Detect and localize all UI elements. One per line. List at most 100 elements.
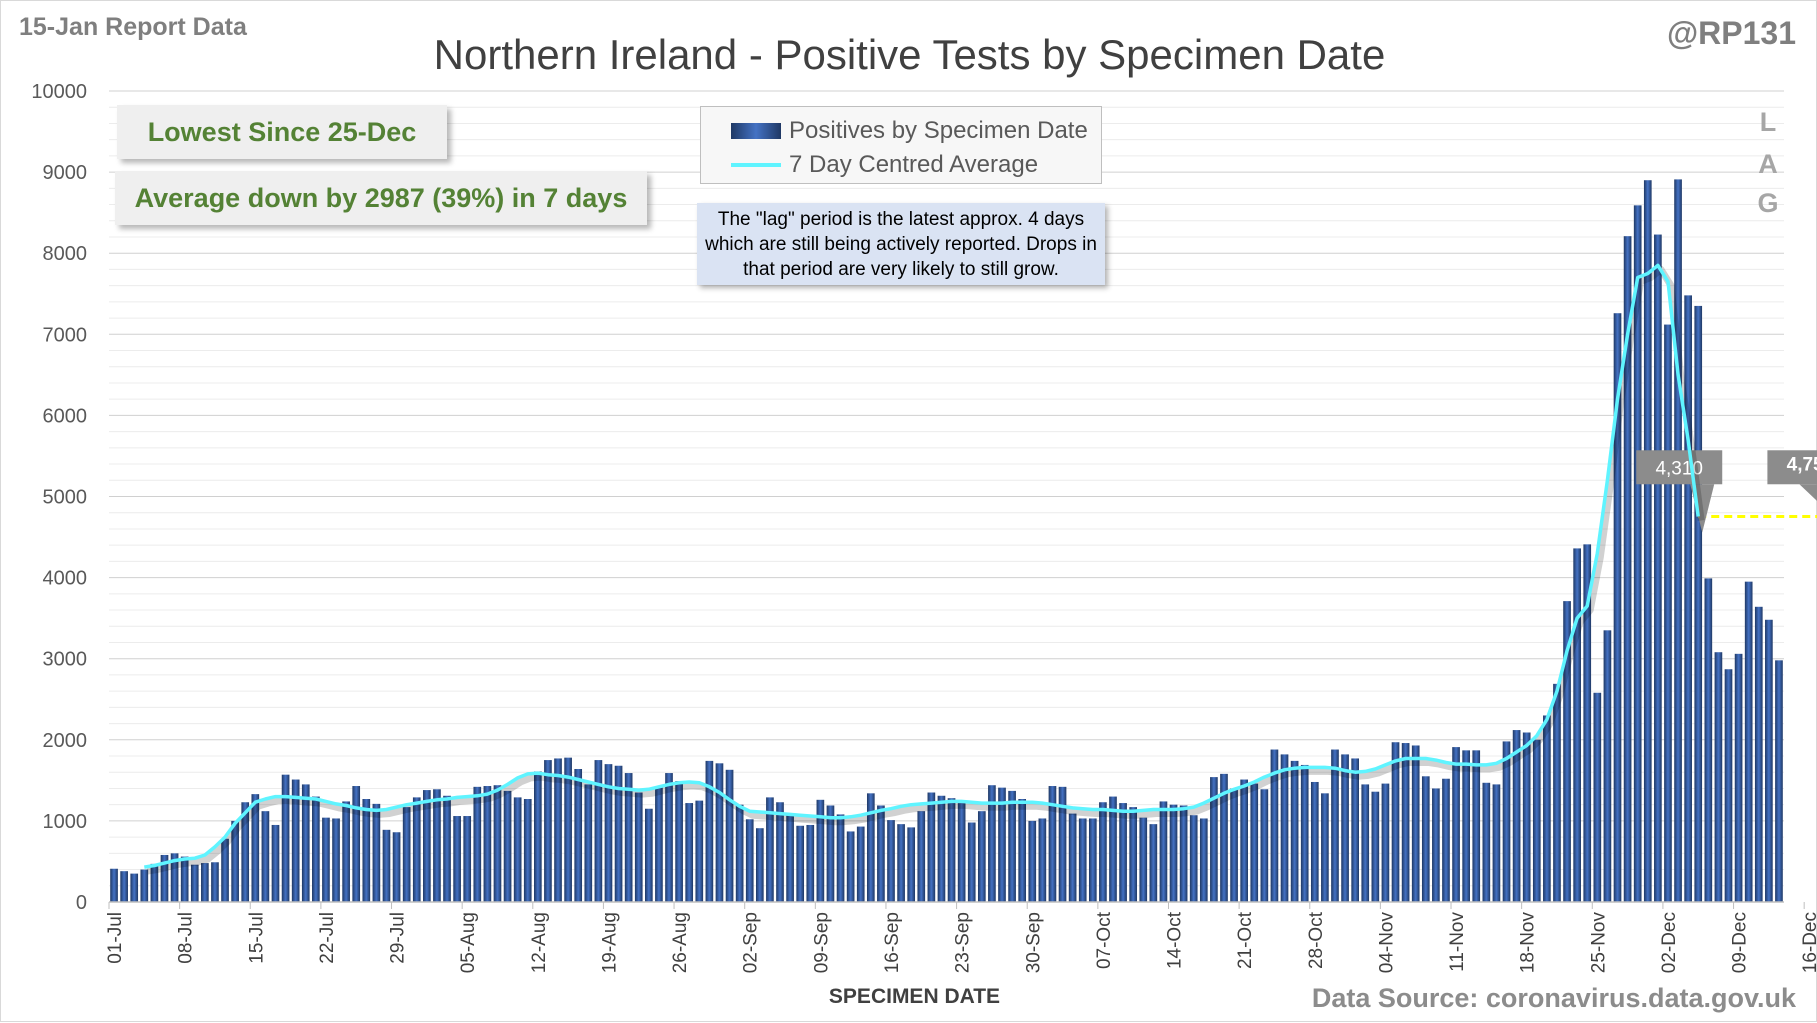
bar <box>786 814 794 902</box>
bar <box>160 854 169 902</box>
callout-pointer-after <box>1799 484 1817 501</box>
bar <box>624 773 633 902</box>
bar <box>362 799 371 902</box>
x-tick-label: 12-Aug <box>529 912 550 973</box>
bar <box>1775 660 1783 902</box>
bar <box>766 797 774 902</box>
bar <box>957 803 966 902</box>
y-tick-label: 2000 <box>43 730 88 752</box>
bar <box>1119 803 1127 902</box>
bar <box>1492 784 1501 902</box>
bar <box>402 807 411 902</box>
bar <box>1129 807 1138 902</box>
x-tick-label: 08-Jul <box>176 912 197 964</box>
y-tick-label: 1000 <box>43 811 88 833</box>
bar <box>1512 730 1521 902</box>
bar <box>1159 801 1168 902</box>
bar <box>1179 805 1188 902</box>
bar <box>1391 742 1400 902</box>
bar <box>372 803 381 902</box>
bar <box>604 764 613 902</box>
bar <box>645 808 653 902</box>
x-tick-label: 02-Sep <box>741 912 762 973</box>
bar <box>1321 793 1329 902</box>
bar <box>1411 745 1420 902</box>
bar <box>1260 789 1269 902</box>
bar <box>907 827 916 902</box>
lag-letter-l: L <box>1759 107 1777 137</box>
bar <box>897 824 905 902</box>
legend-label-bars: Positives by Specimen Date <box>789 117 1088 144</box>
bar <box>271 824 280 902</box>
y-tick-label: 8000 <box>43 243 88 265</box>
x-tick-label: 15-Jul <box>246 912 267 964</box>
bar <box>1754 606 1763 902</box>
bar <box>947 798 956 902</box>
y-tick-label: 10000 <box>31 81 87 103</box>
lag-note: The "lag" period is the latest approx. 4… <box>697 203 1105 285</box>
bar <box>695 800 704 902</box>
bar <box>281 774 290 902</box>
bar <box>1008 790 1016 902</box>
bar <box>554 758 562 902</box>
bar <box>1351 758 1359 902</box>
bar <box>826 805 835 902</box>
bar <box>1230 788 1238 902</box>
bar <box>1018 799 1027 902</box>
bar <box>1169 804 1178 902</box>
legend: Positives by Specimen Date 7 Day Centred… <box>700 106 1102 184</box>
bar <box>1381 783 1390 902</box>
x-tick-label: 25-Nov <box>1588 912 1609 974</box>
bar <box>1109 796 1117 902</box>
x-tick-label: 29-Jul <box>388 912 409 964</box>
bar <box>1613 313 1622 902</box>
bar <box>1704 578 1713 902</box>
bar <box>1341 754 1349 902</box>
bar <box>352 786 361 902</box>
x-tick-label: 21-Oct <box>1235 911 1256 969</box>
x-tick-label: 30-Sep <box>1023 912 1044 973</box>
bar <box>1482 782 1491 902</box>
bar <box>1543 715 1551 902</box>
y-tick-label: 9000 <box>43 162 88 184</box>
data-source: Data Source: coronavirus.data.gov.uk <box>1311 983 1796 1013</box>
bar <box>291 779 300 902</box>
average-line-shadow <box>146 265 1705 875</box>
bar <box>140 869 149 902</box>
bar <box>1472 750 1481 902</box>
comparison-callout-after: 4,753 <box>1767 450 1817 501</box>
author-handle: @RP131 <box>1666 15 1796 51</box>
x-tick-label: 05-Aug <box>458 912 479 973</box>
bar <box>392 832 401 902</box>
x-tick-label: 28-Oct <box>1306 911 1327 969</box>
bar <box>1694 305 1703 902</box>
bar <box>806 824 815 902</box>
bar <box>1199 818 1208 902</box>
bar <box>1361 784 1370 902</box>
bar <box>745 819 754 902</box>
bar <box>715 763 724 902</box>
bar <box>1603 630 1612 902</box>
y-tick-label: 6000 <box>43 405 88 427</box>
bar <box>665 773 673 902</box>
bar <box>977 811 986 902</box>
bar <box>150 863 159 902</box>
bar <box>251 794 260 902</box>
bar <box>927 792 936 902</box>
bar <box>322 817 330 902</box>
bar <box>1048 786 1057 902</box>
bar <box>382 829 391 902</box>
bar <box>1734 653 1743 902</box>
bar <box>1290 760 1299 902</box>
bar <box>201 863 209 902</box>
callout-lowest-since: Lowest Since 25-Dec <box>117 105 447 159</box>
report-date-label: 15-Jan Report Data <box>19 13 247 41</box>
x-axis-label: SPECIMEN DATE <box>828 985 1001 1008</box>
bar <box>917 811 926 902</box>
bar <box>564 757 572 902</box>
lag-letter-g: G <box>1757 188 1779 218</box>
bar <box>1532 739 1541 902</box>
bar <box>180 856 189 902</box>
bar <box>1664 324 1672 902</box>
x-tick-label: 26-Aug <box>670 912 691 973</box>
